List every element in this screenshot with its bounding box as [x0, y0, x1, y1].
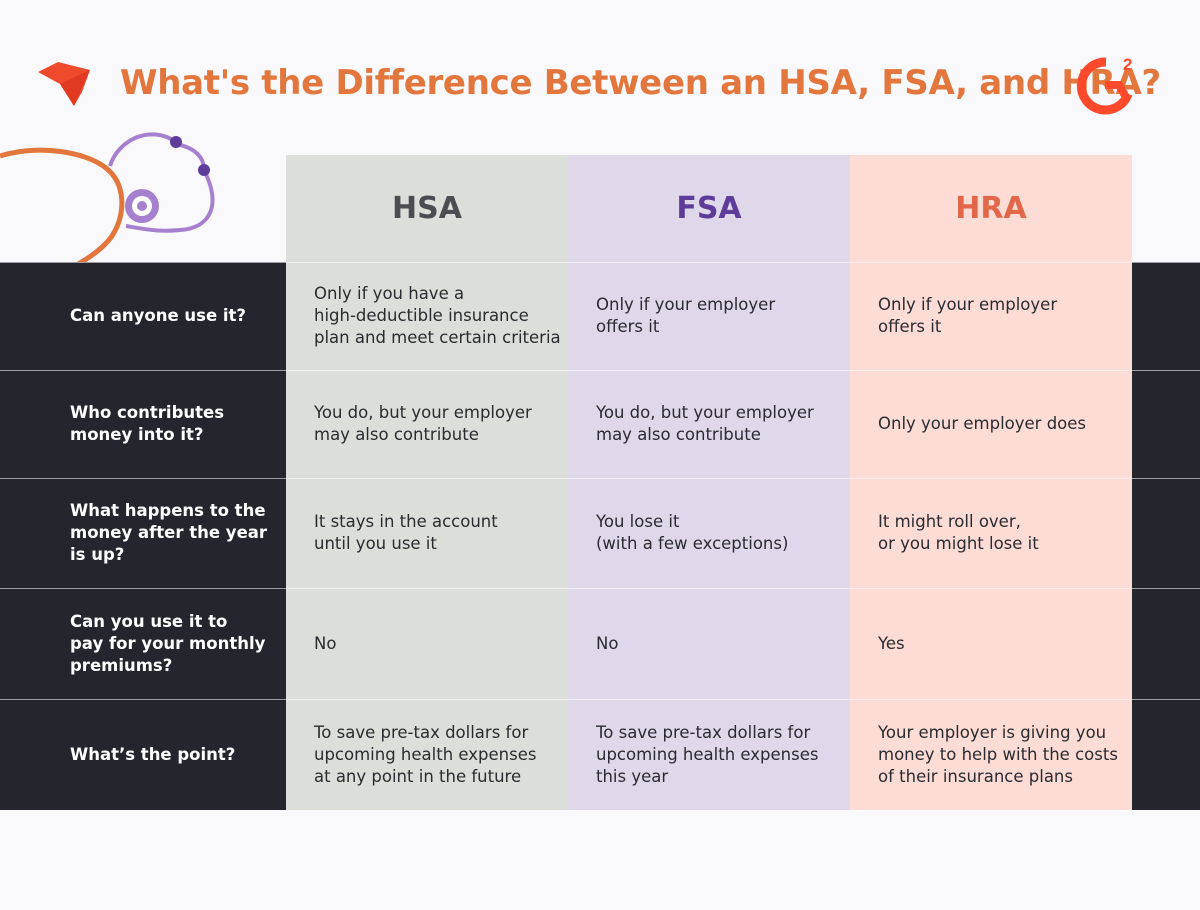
fsa-cell: To save pre-tax dollars for upcoming hea… — [596, 722, 819, 786]
comparison-table: HSA FSA HRA Can anyone use it? Only if y… — [0, 155, 1200, 810]
row-divider — [0, 588, 1200, 589]
hsa-cell: No — [314, 633, 337, 653]
fsa-cell: No — [596, 633, 619, 653]
row-divider — [0, 262, 1200, 263]
hra-cell: Only if your employer offers it — [878, 295, 1058, 336]
hsa-cell: To save pre-tax dollars for upcoming hea… — [314, 722, 537, 786]
hsa-column-background — [286, 155, 568, 810]
hra-cell: Your employer is giving you money to hel… — [878, 722, 1118, 786]
row-divider — [0, 478, 1200, 479]
table-row: Can anyone use it? Only if you have a hi… — [0, 262, 1200, 370]
g2-logo-icon: 2 — [1076, 55, 1132, 115]
column-header-fsa: FSA — [676, 191, 742, 226]
right-dark-band — [1132, 262, 1200, 810]
row-divider — [0, 370, 1200, 371]
fsa-cell: You lose it (with a few exceptions) — [596, 512, 789, 553]
hsa-cell: Only if you have a high-deductible insur… — [314, 284, 561, 347]
hsa-cell: It stays in the account until you use it — [314, 512, 498, 553]
row-question: Can you use it to pay for your monthly p… — [70, 611, 266, 675]
table-row: What happens to the money after the year… — [0, 478, 1200, 588]
red-geometric-logo-icon — [38, 62, 90, 106]
fsa-column-background — [568, 155, 850, 810]
column-header-hsa: HSA — [392, 191, 462, 226]
svg-text:2: 2 — [1123, 55, 1132, 74]
row-question: What happens to the money after the year… — [70, 501, 268, 564]
hra-cell: Only your employer does — [878, 414, 1087, 433]
table-row: What’s the point? To save pre-tax dollar… — [0, 699, 1200, 810]
hra-cell: Yes — [878, 633, 905, 653]
page-title: What's the Difference Between an HSA, FS… — [120, 63, 1161, 103]
row-question: What’s the point? — [70, 744, 236, 764]
hsa-cell: You do, but your employer may also contr… — [314, 403, 532, 444]
row-question: Who contributes money into it? — [70, 403, 225, 444]
hra-column-background — [850, 155, 1132, 810]
question-column-background — [0, 262, 286, 810]
hra-cell: It might roll over, or you might lose it — [878, 512, 1039, 553]
fsa-cell: You do, but your employer may also contr… — [596, 403, 814, 444]
table-row: Can you use it to pay for your monthly p… — [0, 588, 1200, 699]
row-question: Can anyone use it? — [70, 306, 247, 325]
column-header-hra: HRA — [955, 191, 1027, 226]
fsa-cell: Only if your employer offers it — [596, 295, 776, 336]
row-divider — [0, 699, 1200, 700]
table-row: Who contributes money into it? You do, b… — [0, 370, 1200, 478]
stethoscope-icon — [0, 132, 215, 293]
